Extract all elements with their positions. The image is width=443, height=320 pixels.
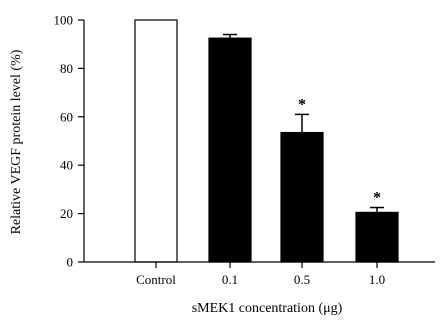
y-tick-label: 0 [67, 255, 74, 270]
bars [134, 19, 399, 263]
y-tick-label: 20 [60, 206, 73, 221]
x-tick-label: 1.0 [369, 272, 385, 287]
error-bars [223, 33, 384, 213]
x-tick-label: 0.1 [222, 272, 238, 287]
bar-1.0 [355, 211, 399, 263]
y-tick-label: 80 [60, 61, 73, 76]
bar-0.5 [280, 131, 324, 263]
y-tick-label: 100 [54, 13, 74, 28]
x-axis-ticks: Control 0.1 0.5 1.0 [136, 262, 385, 287]
y-tick-label: 40 [60, 158, 73, 173]
x-tick-label: 0.5 [294, 272, 310, 287]
x-axis-title: sMEK1 concentration (μg) [192, 301, 343, 316]
y-axis-title: Relative VEGF protein level (%) [9, 49, 24, 234]
bar-Control [134, 19, 178, 263]
bar-0.1 [208, 37, 252, 263]
significance-star-1.0: * [373, 190, 381, 207]
significance-star-0.5: * [298, 96, 306, 113]
x-tick-label: Control [136, 272, 176, 287]
y-tick-label: 60 [60, 109, 73, 124]
y-axis-ticks: 0 20 40 60 80 100 [54, 13, 84, 270]
significance-markers: ** [298, 96, 381, 206]
